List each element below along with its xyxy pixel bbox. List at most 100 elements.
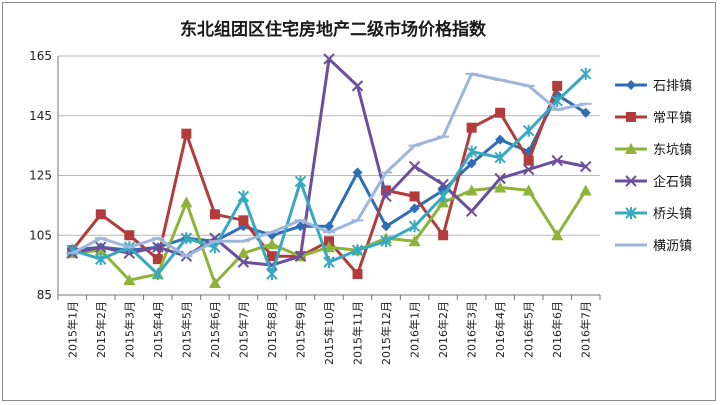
data-point bbox=[95, 253, 107, 266]
axes: 85 105 125 145 165 2015年1月 2015年2月 2015年3月 2015年… bbox=[29, 49, 601, 365]
data-point bbox=[465, 205, 478, 218]
data-point bbox=[465, 145, 478, 158]
data-point bbox=[409, 203, 420, 214]
x-tick-label: 2015年7月 bbox=[236, 301, 250, 358]
chart-title: 东北组团区住宅房地产二级市场价格指数 bbox=[180, 19, 487, 40]
series-line bbox=[71, 85, 559, 276]
legend-item: 常平镇 bbox=[615, 111, 692, 126]
data-point bbox=[408, 160, 421, 173]
data-point bbox=[180, 232, 193, 245]
legend-marker bbox=[625, 175, 637, 187]
y-tick-label: 145 bbox=[29, 109, 52, 123]
data-point bbox=[466, 122, 477, 133]
data-point bbox=[266, 251, 277, 262]
chart-frame: 东北组团区住宅房地产二级市场价格指数 85 105 125 145 165 2015年1月… bbox=[2, 2, 716, 401]
data-point bbox=[324, 221, 334, 232]
x-tick-label: 2015年10月 bbox=[322, 301, 336, 365]
data-point bbox=[408, 220, 421, 233]
x-tick-label: 2016年4月 bbox=[493, 301, 507, 358]
data-point bbox=[380, 235, 392, 248]
legend-label: 横沥镇 bbox=[653, 239, 692, 254]
legend-item: 石排镇 bbox=[615, 79, 692, 94]
series-1 bbox=[67, 89, 591, 256]
data-point bbox=[266, 268, 278, 281]
data-point bbox=[381, 221, 392, 232]
data-point bbox=[409, 191, 420, 202]
x-tick-label: 2016年5月 bbox=[522, 301, 536, 358]
data-point bbox=[494, 151, 506, 164]
x-tick-label: 2016年2月 bbox=[436, 301, 450, 358]
y-tick-label: 125 bbox=[29, 169, 52, 183]
data-point bbox=[152, 241, 164, 253]
data-point bbox=[237, 247, 250, 259]
data-point bbox=[580, 160, 592, 173]
data-point bbox=[351, 80, 364, 92]
data-point bbox=[94, 244, 107, 256]
data-point bbox=[580, 107, 591, 118]
x-tick-label: 2015年4月 bbox=[151, 301, 165, 358]
data-point bbox=[123, 274, 136, 286]
data-point bbox=[209, 209, 220, 220]
series-6 bbox=[66, 72, 592, 258]
data-point bbox=[323, 53, 335, 65]
data-point bbox=[494, 172, 506, 185]
data-point bbox=[466, 158, 477, 169]
legend-item: 横沥镇 bbox=[615, 239, 692, 254]
data-point bbox=[352, 167, 363, 178]
data-point bbox=[522, 163, 535, 176]
x-tick-label: 2016年1月 bbox=[408, 301, 422, 358]
data-point bbox=[522, 184, 535, 196]
legend-label: 石排镇 bbox=[653, 79, 692, 94]
data-point bbox=[294, 175, 307, 188]
data-point bbox=[152, 268, 164, 281]
legend-label: 常平镇 bbox=[653, 111, 692, 126]
legend-item: 桥头镇 bbox=[615, 207, 692, 222]
data-point bbox=[208, 277, 221, 289]
x-tick-label: 2015年2月 bbox=[94, 301, 108, 358]
x-tick-label: 2015年1月 bbox=[65, 301, 79, 358]
data-point bbox=[152, 254, 163, 265]
legend-marker bbox=[626, 112, 636, 122]
data-point bbox=[323, 256, 335, 269]
data-point bbox=[380, 190, 392, 203]
x-tick-label: 2015年6月 bbox=[208, 301, 222, 358]
data-point bbox=[522, 124, 535, 137]
x-tick-label: 2015年5月 bbox=[179, 301, 193, 358]
data-point bbox=[351, 244, 364, 257]
legend-item: 企石镇 bbox=[615, 174, 692, 190]
data-point bbox=[580, 67, 592, 80]
legend-label: 东坑镇 bbox=[653, 143, 692, 158]
x-tick-label: 2015年11月 bbox=[351, 301, 365, 365]
data-point bbox=[551, 229, 564, 241]
data-point bbox=[265, 238, 278, 250]
data-point bbox=[238, 215, 249, 226]
x-tick-label: 2015年12月 bbox=[379, 301, 393, 365]
data-point bbox=[408, 235, 421, 247]
data-point bbox=[551, 94, 563, 107]
legend-marker bbox=[625, 143, 637, 154]
series-line bbox=[71, 57, 587, 267]
data-point bbox=[95, 209, 106, 220]
data-point bbox=[237, 256, 250, 268]
y-tick-label: 105 bbox=[29, 228, 52, 242]
line-chart: 东北组团区住宅房地产二级市场价格指数 85 105 125 145 165 2015年1月… bbox=[29, 19, 692, 365]
x-tick-label: 2016年6月 bbox=[550, 301, 564, 358]
data-point bbox=[124, 230, 135, 241]
y-tick-label: 165 bbox=[29, 49, 52, 63]
x-tick-label: 2015年8月 bbox=[265, 301, 279, 358]
data-point bbox=[494, 181, 507, 193]
data-point bbox=[552, 80, 563, 91]
data-point bbox=[437, 190, 449, 203]
x-tick-label: 2016年3月 bbox=[465, 301, 479, 358]
y-tick-label: 85 bbox=[37, 288, 52, 302]
x-tick-label: 2015年3月 bbox=[122, 301, 136, 358]
data-point bbox=[523, 155, 534, 166]
data-point bbox=[551, 154, 563, 167]
x-tick-label: 2016年7月 bbox=[579, 301, 593, 358]
legend-item: 东坑镇 bbox=[615, 143, 692, 158]
data-point bbox=[352, 269, 363, 280]
x-tick-label: 2015年9月 bbox=[293, 301, 307, 358]
data-point bbox=[180, 196, 193, 208]
data-point bbox=[294, 250, 307, 262]
